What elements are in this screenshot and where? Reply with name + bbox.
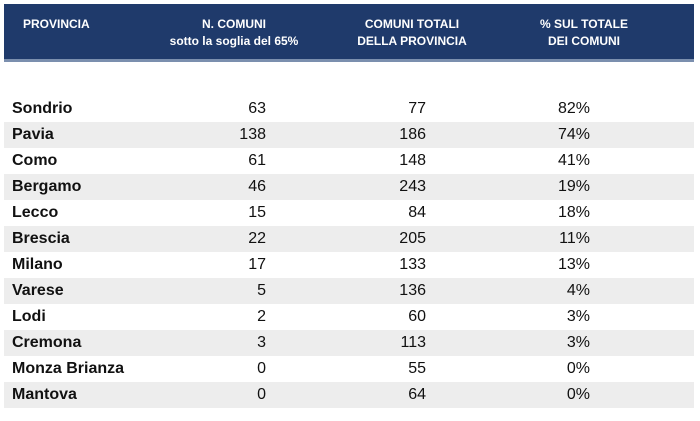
header-percentuale: % SUL TOTALE DEI COMUNI bbox=[484, 16, 684, 50]
table-header: PROVINCIA N. COMUNI sotto la soglia del … bbox=[4, 4, 694, 62]
cell-n-comuni: 2 bbox=[257, 308, 266, 325]
cell-comuni-totali: 243 bbox=[399, 178, 426, 195]
cell-n-comuni: 15 bbox=[248, 204, 266, 221]
header-n-comuni-line2: sotto la soglia del 65% bbox=[169, 34, 299, 48]
cell-comuni-totali: 64 bbox=[408, 386, 426, 403]
header-comuni-totali-line1: COMUNI TOTALI bbox=[364, 17, 460, 31]
table-row: Lecco 15 84 18% bbox=[4, 200, 694, 226]
table-row: Sondrio 63 77 82% bbox=[4, 96, 694, 122]
cell-provincia: Monza Brianza bbox=[12, 360, 125, 377]
cell-comuni-totali: 60 bbox=[408, 308, 426, 325]
cell-percentuale: 3% bbox=[566, 308, 590, 325]
header-provincia: PROVINCIA bbox=[23, 16, 90, 33]
table-row: Lodi 2 60 3% bbox=[4, 304, 694, 330]
cell-percentuale: 41% bbox=[557, 152, 590, 169]
header-n-comuni-line1: N. COMUNI bbox=[202, 17, 266, 31]
cell-comuni-totali: 77 bbox=[408, 100, 426, 117]
cell-provincia: Varese bbox=[12, 282, 64, 299]
cell-n-comuni: 46 bbox=[248, 178, 266, 195]
cell-n-comuni: 0 bbox=[257, 360, 266, 377]
cell-percentuale: 4% bbox=[566, 282, 590, 299]
cell-n-comuni: 3 bbox=[257, 334, 266, 351]
cell-percentuale: 74% bbox=[557, 126, 590, 143]
cell-n-comuni: 22 bbox=[248, 230, 266, 247]
cell-provincia: Milano bbox=[12, 256, 63, 273]
cell-percentuale: 0% bbox=[566, 360, 590, 377]
cell-provincia: Brescia bbox=[12, 230, 70, 247]
table-row: Como 61 148 41% bbox=[4, 148, 694, 174]
cell-provincia: Sondrio bbox=[12, 100, 73, 117]
cell-provincia: Cremona bbox=[12, 334, 82, 351]
cell-percentuale: 3% bbox=[566, 334, 590, 351]
table-row: Monza Brianza 0 55 0% bbox=[4, 356, 694, 382]
header-comuni-totali-line2: DELLA PROVINCIA bbox=[357, 34, 467, 48]
cell-provincia: Mantova bbox=[12, 386, 77, 403]
cell-comuni-totali: 133 bbox=[399, 256, 426, 273]
cell-comuni-totali: 186 bbox=[399, 126, 426, 143]
cell-n-comuni: 5 bbox=[257, 282, 266, 299]
table-row: Bergamo 46 243 19% bbox=[4, 174, 694, 200]
cell-comuni-totali: 84 bbox=[408, 204, 426, 221]
header-percentuale-line2: DEI COMUNI bbox=[548, 34, 620, 48]
table-body: Sondrio 63 77 82% Pavia 138 186 74% Como… bbox=[4, 96, 694, 408]
header-provincia-label: PROVINCIA bbox=[23, 17, 90, 31]
cell-provincia: Lecco bbox=[12, 204, 59, 221]
cell-percentuale: 0% bbox=[566, 386, 590, 403]
table-row: Mantova 0 64 0% bbox=[4, 382, 694, 408]
cell-percentuale: 13% bbox=[557, 256, 590, 273]
table-row: Cremona 3 113 3% bbox=[4, 330, 694, 356]
table-row: Milano 17 133 13% bbox=[4, 252, 694, 278]
cell-comuni-totali: 55 bbox=[408, 360, 426, 377]
cell-provincia: Como bbox=[12, 152, 58, 169]
table-row: Pavia 138 186 74% bbox=[4, 122, 694, 148]
header-n-comuni: N. COMUNI sotto la soglia del 65% bbox=[149, 16, 319, 50]
cell-provincia: Lodi bbox=[12, 308, 46, 325]
cell-percentuale: 11% bbox=[559, 230, 590, 247]
cell-percentuale: 19% bbox=[557, 178, 590, 195]
cell-comuni-totali: 113 bbox=[400, 334, 426, 351]
cell-provincia: Pavia bbox=[12, 126, 54, 143]
header-comuni-totali: COMUNI TOTALI DELLA PROVINCIA bbox=[327, 16, 497, 50]
cell-comuni-totali: 136 bbox=[399, 282, 426, 299]
cell-n-comuni: 63 bbox=[248, 100, 266, 117]
cell-n-comuni: 0 bbox=[257, 386, 266, 403]
table-row: Brescia 22 205 11% bbox=[4, 226, 694, 252]
cell-n-comuni: 61 bbox=[248, 152, 266, 169]
cell-n-comuni: 138 bbox=[239, 126, 266, 143]
table-row: Varese 5 136 4% bbox=[4, 278, 694, 304]
cell-percentuale: 18% bbox=[557, 204, 590, 221]
cell-percentuale: 82% bbox=[557, 100, 590, 117]
cell-comuni-totali: 148 bbox=[399, 152, 426, 169]
cell-n-comuni: 17 bbox=[248, 256, 266, 273]
header-percentuale-line1: % SUL TOTALE bbox=[539, 17, 628, 31]
cell-provincia: Bergamo bbox=[12, 178, 82, 195]
cell-comuni-totali: 205 bbox=[399, 230, 426, 247]
